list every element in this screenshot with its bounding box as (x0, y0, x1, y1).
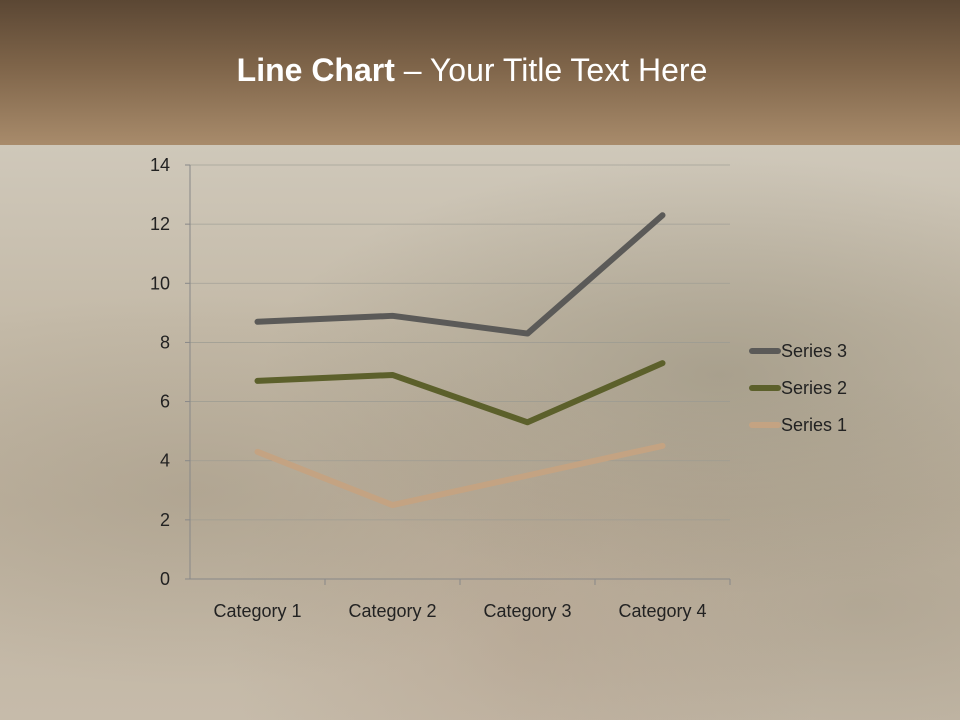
y-tick-label: 8 (160, 332, 170, 352)
legend-label: Series 3 (781, 341, 847, 361)
x-tick-label: Category 1 (213, 601, 301, 621)
title-rest: – Your Title Text Here (394, 52, 708, 88)
y-tick-label: 0 (160, 569, 170, 589)
series-line-2 (254, 360, 666, 426)
title-bold: Line Chart (236, 52, 395, 88)
legend-label: Series 2 (781, 378, 847, 398)
y-tick-label: 12 (150, 214, 170, 234)
series-line-1 (254, 442, 666, 509)
y-tick-label: 10 (150, 273, 170, 293)
x-tick-label: Category 2 (348, 601, 436, 621)
legend-label: Series 1 (781, 415, 847, 435)
y-tick-label: 2 (160, 510, 170, 530)
y-tick-label: 4 (160, 451, 170, 471)
y-tick-label: 6 (160, 392, 170, 412)
background-texture (0, 145, 960, 720)
series-line-3 (254, 212, 666, 337)
slide-title: Line Chart – Your Title Text Here (0, 52, 944, 89)
y-tick-label: 14 (150, 155, 170, 175)
x-tick-label: Category 3 (483, 601, 571, 621)
title-band (0, 0, 960, 145)
x-tick-label: Category 4 (618, 601, 706, 621)
